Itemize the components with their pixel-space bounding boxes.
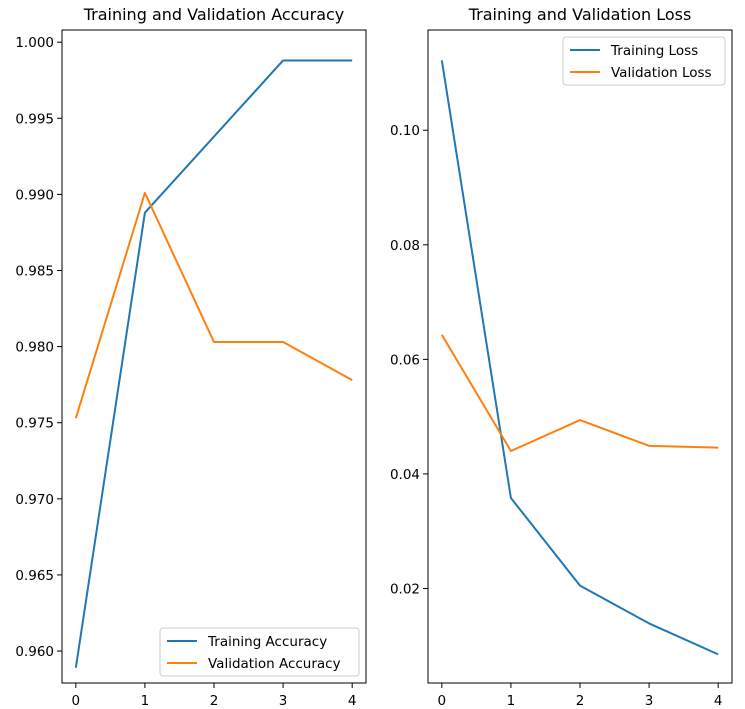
y-tick-label: 0.04 [390, 467, 420, 483]
legend-label-validation-loss: Validation Loss [611, 65, 712, 81]
accuracy-legend: Training Accuracy Validation Accuracy [159, 627, 360, 677]
x-tick-label: 4 [714, 693, 723, 709]
y-tick-label: 0.08 [390, 238, 420, 254]
x-tick-label: 1 [507, 693, 516, 709]
y-tick-label: 1.000 [15, 35, 54, 51]
x-tick-label: 0 [438, 693, 447, 709]
legend-label-validation-accuracy: Validation Accuracy [208, 656, 341, 672]
legend-label-training-accuracy: Training Accuracy [207, 634, 327, 650]
y-tick-label: 0.10 [390, 123, 420, 139]
loss-legend: Training Loss Validation Loss [562, 36, 726, 86]
y-tick-label: 0.975 [15, 416, 54, 432]
loss-chart-title: Training and Validation Loss [468, 5, 692, 24]
accuracy-chart-title: Training and Validation Accuracy [83, 5, 345, 24]
y-tick-label: 0.960 [15, 644, 54, 660]
y-tick-label: 0.990 [15, 187, 54, 203]
x-tick-label: 2 [576, 693, 585, 709]
accuracy-series-layer [74, 59, 353, 668]
x-tick-label: 0 [72, 693, 81, 709]
loss-subplot: Training and Validation Loss 0.020.040.0… [390, 5, 733, 709]
accuracy-axis-ticks: 0.960 0.965 0.970 0.975 0.980 0.985 0.990 0.995… [15, 35, 356, 709]
accuracy-legend-box [159, 627, 360, 677]
series-line-validation-accuracy [74, 191, 353, 419]
accuracy-plot-frame [61, 29, 367, 684]
y-tick-label: 0.985 [15, 263, 54, 279]
loss-series-layer [440, 60, 719, 656]
x-tick-label: 2 [210, 693, 219, 709]
x-tick-label: 3 [279, 693, 288, 709]
y-tick-label: 0.970 [15, 492, 54, 508]
x-tick-label: 1 [141, 693, 150, 709]
y-tick-label: 0.995 [15, 111, 54, 127]
loss-legend-box [562, 36, 726, 86]
accuracy-subplot: Training and Validation Accuracy 0.9600.… [15, 5, 367, 709]
series-line-validation-loss [440, 334, 719, 453]
series-line-training-loss [440, 60, 719, 656]
y-tick-label: 0.06 [390, 352, 420, 368]
y-tick-label: 0.02 [390, 581, 420, 597]
loss-plot-frame [427, 29, 733, 684]
legend-label-training-loss: Training Loss [610, 43, 698, 59]
y-tick-label: 0.965 [15, 568, 54, 584]
x-tick-label: 4 [348, 693, 357, 709]
y-tick-label: 0.980 [15, 340, 54, 356]
loss-axis-ticks: 0.02 0.04 0.06 0.08 0.10 0 1 2 3 4 [390, 123, 723, 709]
x-tick-label: 3 [645, 693, 654, 709]
series-line-training-accuracy [74, 59, 353, 668]
